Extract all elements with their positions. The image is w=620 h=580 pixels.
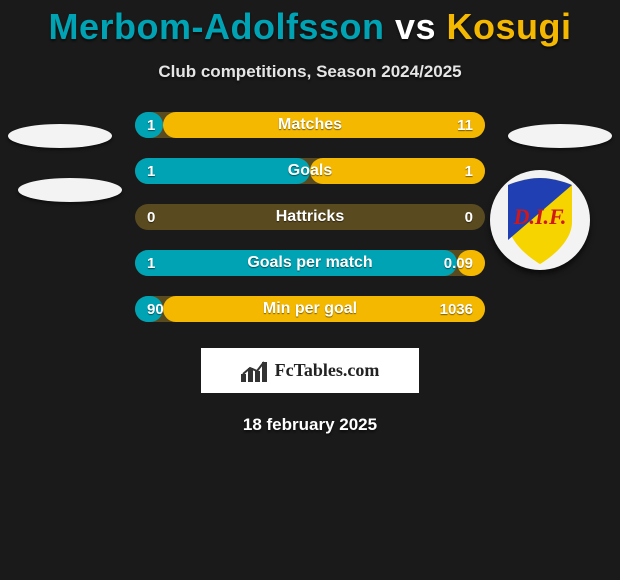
stat-row-hattricks: 0 Hattricks 0 xyxy=(135,204,485,230)
stat-label: Goals xyxy=(288,162,332,180)
brand-text: FcTables.com xyxy=(275,360,380,381)
stat-value-left: 90 xyxy=(147,301,164,318)
title-player-left: Merbom-Adolfsson xyxy=(48,6,384,47)
stat-label: Goals per match xyxy=(247,254,372,272)
stat-value-left: 0 xyxy=(147,209,155,226)
stat-label: Min per goal xyxy=(263,300,357,318)
page-title: Merbom-Adolfsson vs Kosugi xyxy=(0,0,620,48)
stat-value-right: 1036 xyxy=(440,301,473,318)
stat-value-right: 0.09 xyxy=(444,255,473,272)
title-vs: vs xyxy=(395,6,447,47)
stat-fill-right xyxy=(310,158,485,184)
subtitle: Club competitions, Season 2024/2025 xyxy=(0,62,620,82)
stat-label: Hattricks xyxy=(276,208,344,226)
player-left-badge-1 xyxy=(8,124,112,148)
svg-text:D.I.F.: D.I.F. xyxy=(513,204,567,229)
title-player-right: Kosugi xyxy=(447,6,572,47)
bar-chart-icon xyxy=(241,360,269,382)
stat-value-left: 1 xyxy=(147,117,155,134)
date-text: 18 february 2025 xyxy=(0,415,620,435)
stat-row-goals-per-match: 1 Goals per match 0.09 xyxy=(135,250,485,276)
stat-value-left: 1 xyxy=(147,163,155,180)
stat-fill-left xyxy=(135,158,310,184)
shield-icon: D.I.F. xyxy=(490,170,590,270)
stat-value-right: 11 xyxy=(457,117,473,134)
stat-row-goals: 1 Goals 1 xyxy=(135,158,485,184)
club-logo: D.I.F. xyxy=(490,170,590,270)
stat-row-matches: 1 Matches 11 xyxy=(135,112,485,138)
stat-row-min-per-goal: 90 Min per goal 1036 xyxy=(135,296,485,322)
player-right-badge-1 xyxy=(508,124,612,148)
stat-value-right: 1 xyxy=(465,163,473,180)
brand-box[interactable]: FcTables.com xyxy=(201,348,419,393)
stat-label: Matches xyxy=(278,116,342,134)
stat-value-right: 0 xyxy=(465,209,473,226)
player-left-badge-2 xyxy=(18,178,122,202)
stat-value-left: 1 xyxy=(147,255,155,272)
